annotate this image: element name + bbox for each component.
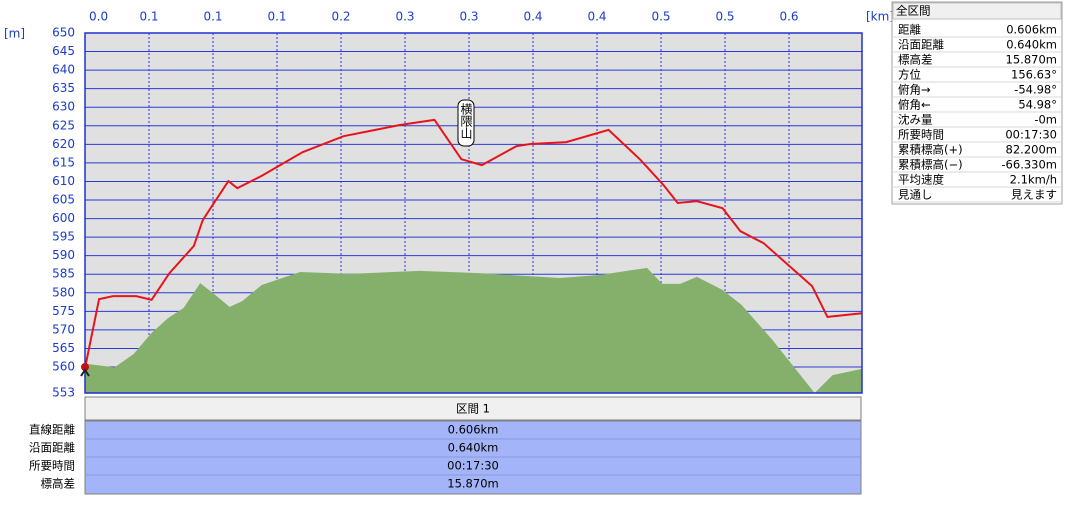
terrain-area [85, 267, 862, 393]
y-tick-label: 560 [52, 360, 75, 374]
summary-value: -54.98° [1014, 83, 1057, 97]
y-tick-label: 630 [52, 100, 75, 114]
y-tick-label: 615 [52, 155, 75, 169]
summary-value: 82.200m [1006, 143, 1057, 157]
summary-key: 所要時間 [898, 128, 944, 142]
segment-header [84, 396, 862, 421]
y-tick-label: 595 [52, 230, 75, 244]
summary-value: 2.1km/h [1010, 173, 1057, 187]
segment-key: 沿面距離 [29, 441, 75, 455]
annotation-box [457, 99, 475, 147]
y-tick-label: 605 [52, 193, 75, 207]
segment-rows: 直線距離 0.606km 沿面距離 0.640km 所要時間 00:17:30 標高差 15.… [29, 423, 861, 491]
y-tick-label: 585 [52, 267, 75, 281]
y-tick-label: 580 [52, 285, 75, 299]
x-tick-label: 0.1 [267, 10, 286, 24]
x-tick-label: 0.1 [203, 10, 222, 24]
y-tick-label: 565 [52, 341, 75, 355]
summary-header [892, 2, 1062, 20]
summary-value: -66.330m [1001, 158, 1057, 172]
summary-panel [891, 1, 1063, 205]
summary-key: 俯角→ [898, 83, 931, 97]
y-tick-label: 650 [52, 26, 75, 40]
y-tick-label: 620 [52, 137, 75, 151]
summary-key: 平均速度 [898, 173, 944, 187]
x-tick-label: 0.5 [715, 10, 734, 24]
start-marker [80, 363, 90, 377]
segment-value: 0.606km [448, 423, 499, 437]
y-tick-label: 590 [52, 248, 75, 262]
marker-body [80, 368, 90, 377]
x-tick-label: 0.2 [331, 10, 350, 24]
summary-value: 0.606km [1006, 23, 1057, 37]
summary-value: 見えます [1011, 188, 1057, 202]
summary-key: 沈み量 [898, 113, 933, 127]
x-tick-label: 0.6 [779, 10, 798, 24]
summary-key: 沿面距離 [898, 38, 944, 52]
x-unit-label: [km] [866, 10, 894, 24]
summary-value: 156.63° [1011, 68, 1057, 82]
route-line [84, 118, 863, 369]
summary-key: 見通し [898, 188, 933, 202]
x-tick-label: 0.1 [139, 10, 158, 24]
annotation: 横隈山 [459, 103, 473, 139]
summary-value: 0.640km [1006, 38, 1057, 52]
segment-value: 0.640km [448, 441, 499, 455]
plot-border [84, 32, 863, 394]
y-unit-label: [m] [4, 27, 25, 41]
summary-key: 累積標高(−) [898, 158, 963, 172]
y-tick-label: 610 [52, 174, 75, 188]
plot [84, 118, 863, 393]
segment-value: 00:17:30 [447, 459, 499, 473]
y-tick-label: 600 [52, 211, 75, 225]
segment-key: 所要時間 [29, 459, 75, 473]
y-tick-label: 575 [52, 304, 75, 318]
segment-key: 標高差 [41, 477, 76, 491]
x-tick-label: 0.4 [587, 10, 606, 24]
y-tick-label: 553 [52, 386, 75, 400]
summary-key: 方位 [898, 68, 921, 82]
x-tick-label: 0.3 [459, 10, 478, 24]
summary-key: 標高差 [898, 53, 933, 67]
y-tick-label: 625 [52, 118, 75, 132]
summary-rows: 距離 0.606km 沿面距離 0.640km 標高差 15.870m 方位 156.63° 俯… [893, 23, 1061, 203]
x-tick-label: 0.5 [651, 10, 670, 24]
y-tick-label: 570 [52, 322, 75, 336]
segment-value: 15.870m [447, 477, 498, 491]
y-tick-label: 635 [52, 81, 75, 95]
y-tick-label: 645 [52, 44, 75, 58]
marker-head [81, 363, 89, 371]
x-tick-label: 0.3 [395, 10, 414, 24]
segment-key: 直線距離 [29, 423, 75, 437]
summary-value: 54.98° [1018, 98, 1057, 112]
summary-key: 俯角← [898, 98, 931, 112]
segment-header-text: 区間 1 [456, 402, 490, 416]
summary-key: 距離 [898, 23, 921, 37]
summary-value: 00:17:30 [1005, 128, 1057, 142]
y-tick-label: 640 [52, 63, 75, 77]
summary-value: -0m [1034, 113, 1057, 127]
summary-title: 全区間 [896, 4, 931, 18]
x-tick-label: 0.4 [523, 10, 542, 24]
x-tick-label: 0.0 [89, 10, 108, 24]
summary-key: 累積標高(+) [898, 143, 963, 157]
summary-value: 15.870m [1006, 53, 1057, 67]
